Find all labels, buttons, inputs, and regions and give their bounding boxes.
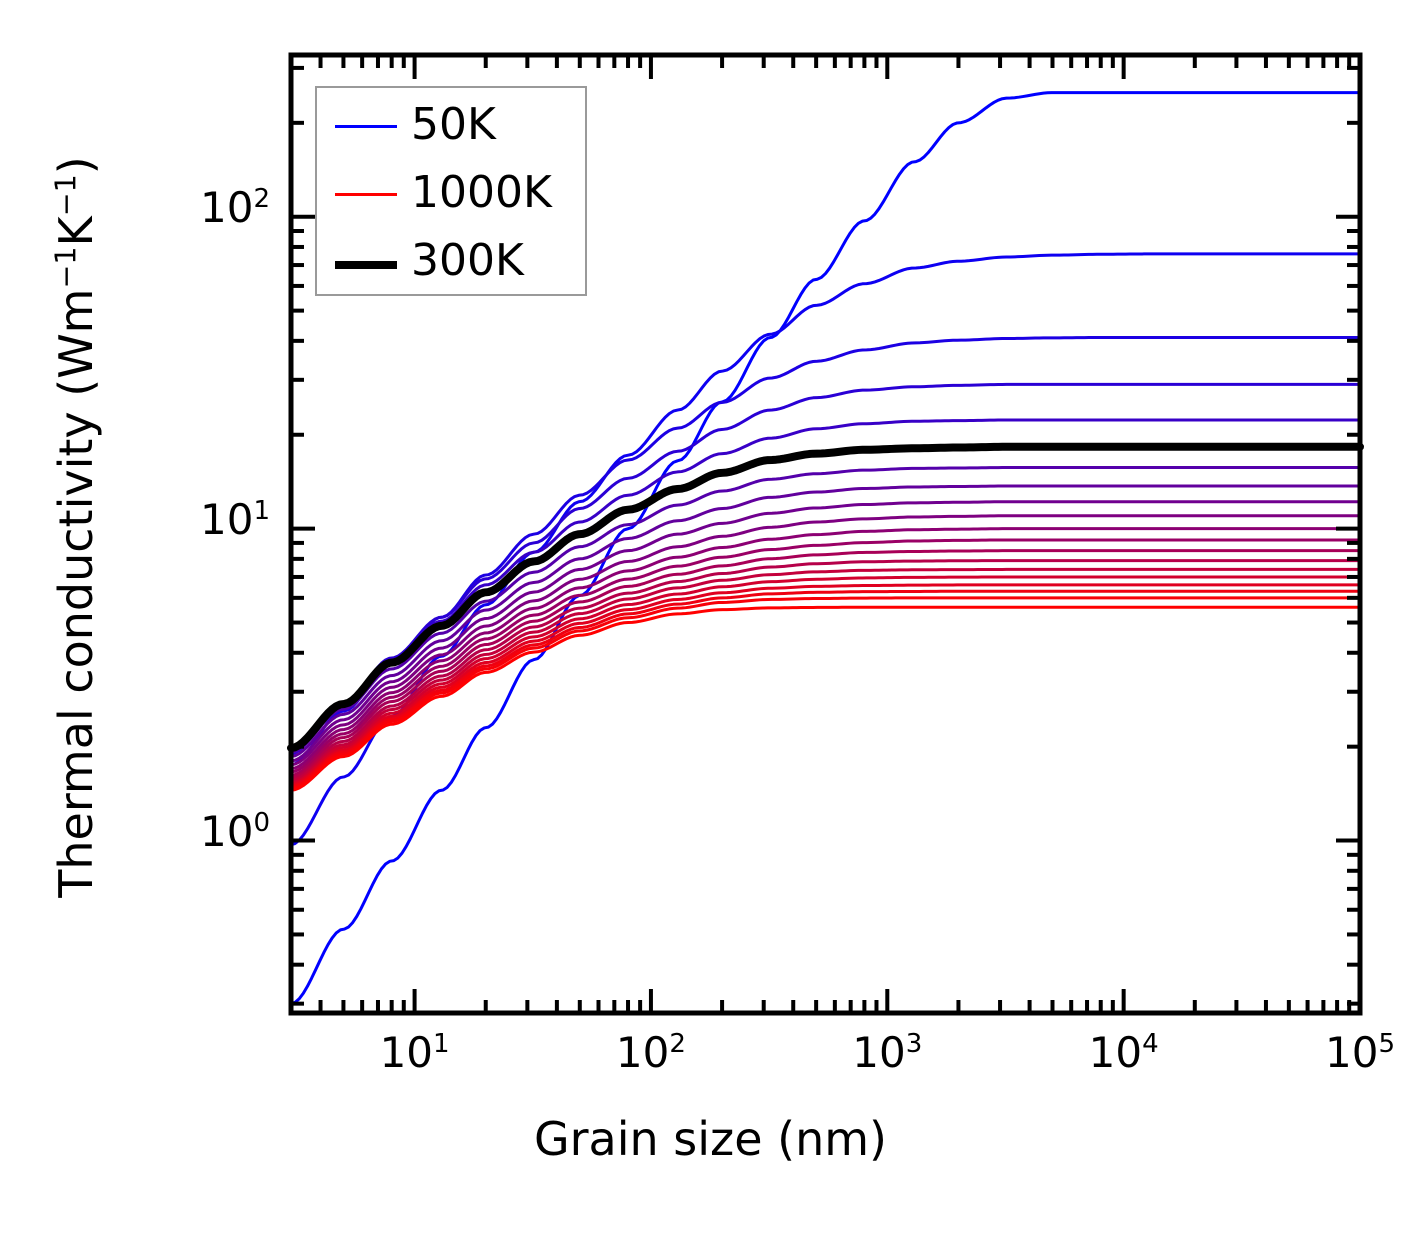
xtick-label: 101 (379, 1028, 450, 1077)
xtick-label: 104 (1088, 1028, 1159, 1077)
ytick-label: 102 (199, 182, 270, 232)
xtick-label: 102 (615, 1028, 686, 1077)
curve-group (287, 91, 1364, 1006)
ytick-label: 101 (199, 494, 270, 544)
ytick-label: 100 (199, 806, 270, 856)
xtick-label: 103 (852, 1028, 923, 1077)
xtick-label: 105 (1324, 1028, 1395, 1077)
axes-frame (288, 52, 1363, 1016)
axis-ticks (289, 55, 1362, 1013)
legend-entry-0[interactable]: 50K (317, 90, 589, 160)
y-axis-label-wrap: Thermal conductivity (Wm−1K−1) (46, 0, 116, 1254)
x-axis-label: Grain size (nm) (534, 1112, 887, 1166)
y-axis-label: Thermal conductivity (Wm−1K−1) (49, 156, 103, 898)
legend-label: 1000K (411, 167, 552, 218)
legend-entry-1[interactable]: 1000K (317, 158, 589, 228)
legend-entry-2[interactable]: 300K (317, 226, 589, 296)
legend-label: 300K (411, 235, 524, 286)
legend: 50K 1000K 300K (315, 86, 587, 296)
legend-label: 50K (411, 99, 496, 150)
